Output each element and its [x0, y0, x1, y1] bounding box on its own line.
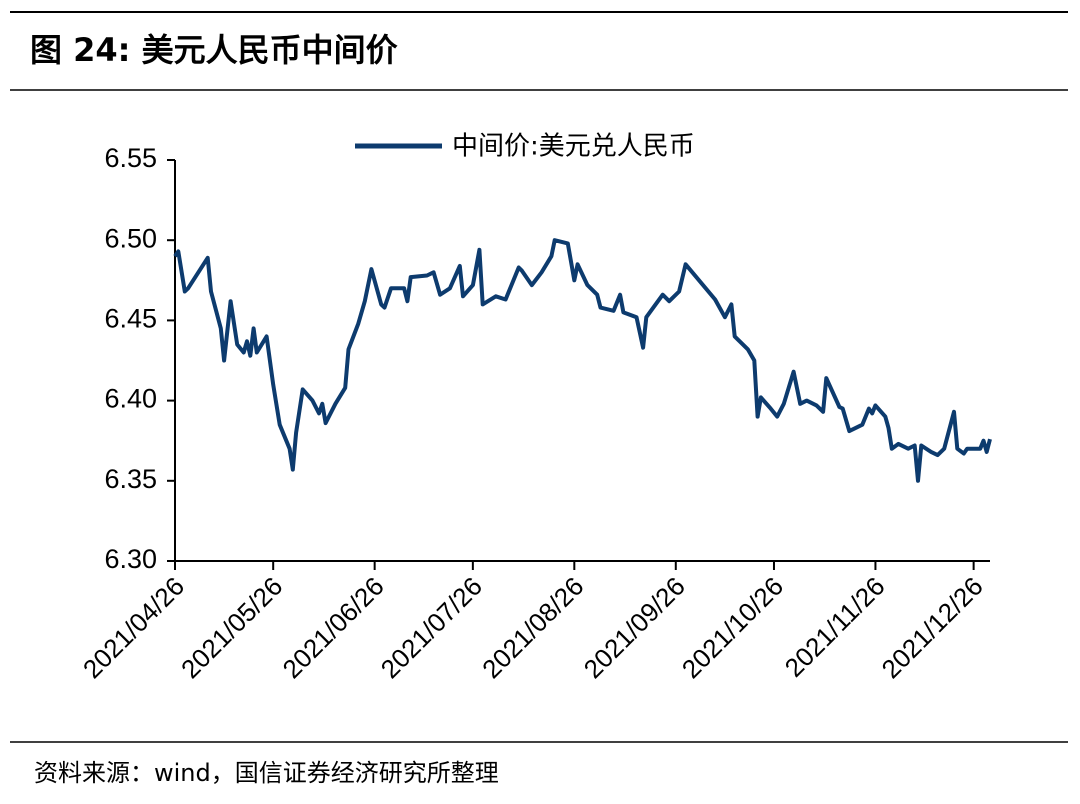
y-tick-label: 6.55 [104, 143, 157, 173]
x-tick-label: 2021/08/26 [476, 571, 589, 684]
source-note: 资料来源：wind，国信证券经济研究所整理 [34, 759, 499, 787]
x-tick-label: 2021/12/26 [876, 571, 989, 684]
y-tick-label: 6.50 [104, 223, 157, 253]
x-tick-label: 2021/05/26 [175, 571, 288, 684]
y-tick-label: 6.35 [104, 464, 157, 494]
y-tick-label: 6.30 [104, 544, 157, 574]
x-tick-label: 2021/11/26 [779, 571, 891, 683]
x-tick-label: 2021/10/26 [676, 571, 789, 684]
y-tick-label: 6.40 [104, 384, 157, 414]
x-tick-label: 2021/06/26 [277, 571, 390, 684]
x-tick-label: 2021/09/26 [578, 571, 691, 684]
x-tick-label: 2021/04/26 [77, 571, 190, 684]
y-tick-label: 6.45 [104, 304, 157, 334]
series-line [173, 238, 992, 483]
chart-title: 图 24: 美元人民币中间价 [30, 31, 398, 69]
legend-label: 中间价:美元兑人民币 [452, 132, 695, 162]
x-tick-label: 2021/07/26 [375, 571, 488, 684]
